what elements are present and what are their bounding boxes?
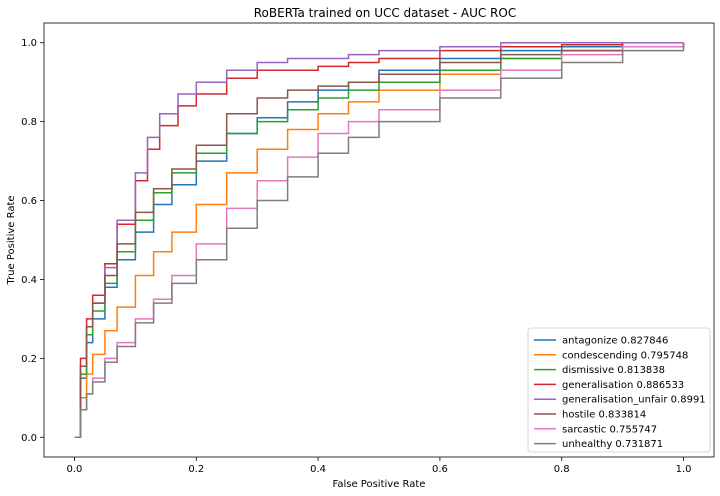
y-tick-label: 1.0 bbox=[21, 38, 37, 49]
y-tick-label: 0.2 bbox=[21, 354, 37, 365]
chart-title: RoBERTa trained on UCC dataset - AUC ROC bbox=[254, 6, 516, 20]
x-tick-label: 0.6 bbox=[432, 464, 448, 475]
x-tick-label: 1.0 bbox=[676, 464, 692, 475]
y-tick-label: 0.8 bbox=[21, 117, 37, 128]
series-group bbox=[74, 41, 685, 439]
x-tick-label: 0.8 bbox=[554, 464, 570, 475]
legend-label: generalisation_unfair 0.8991 bbox=[562, 395, 706, 406]
legend-label: unhealthy 0.731871 bbox=[562, 439, 663, 450]
y-axis-label: True Positive Rate bbox=[6, 195, 17, 285]
legend-label: condescending 0.795748 bbox=[562, 350, 688, 361]
x-axis-label: False Positive Rate bbox=[333, 479, 426, 490]
y-tick-label: 0.0 bbox=[21, 433, 37, 444]
x-tick-label: 0.2 bbox=[188, 464, 204, 475]
axes-frame bbox=[43, 22, 715, 458]
x-axis: 0.0 0.2 0.4 0.6 0.8 1.0 bbox=[67, 457, 692, 475]
plot-area bbox=[43, 22, 715, 458]
legend-label: generalisation 0.886533 bbox=[562, 380, 684, 391]
x-tick-label: 0.4 bbox=[310, 464, 326, 475]
series-line-5 bbox=[74, 42, 685, 439]
y-axis: 0.0 0.2 0.4 0.6 0.8 1.0 bbox=[21, 38, 44, 444]
legend: antagonize 0.827846 condescending 0.79574… bbox=[527, 327, 711, 453]
y-tick-label: 0.6 bbox=[21, 196, 37, 207]
legend-label: dismissive 0.813838 bbox=[562, 365, 665, 376]
y-tick-label: 0.4 bbox=[21, 275, 37, 286]
legend-label: hostile 0.833814 bbox=[562, 410, 646, 421]
legend-label: antagonize 0.827846 bbox=[562, 336, 668, 347]
x-tick-label: 0.0 bbox=[67, 464, 83, 475]
legend-label: sarcastic 0.755747 bbox=[562, 424, 657, 435]
legend-frame bbox=[527, 327, 711, 453]
series-line-7 bbox=[74, 42, 685, 439]
